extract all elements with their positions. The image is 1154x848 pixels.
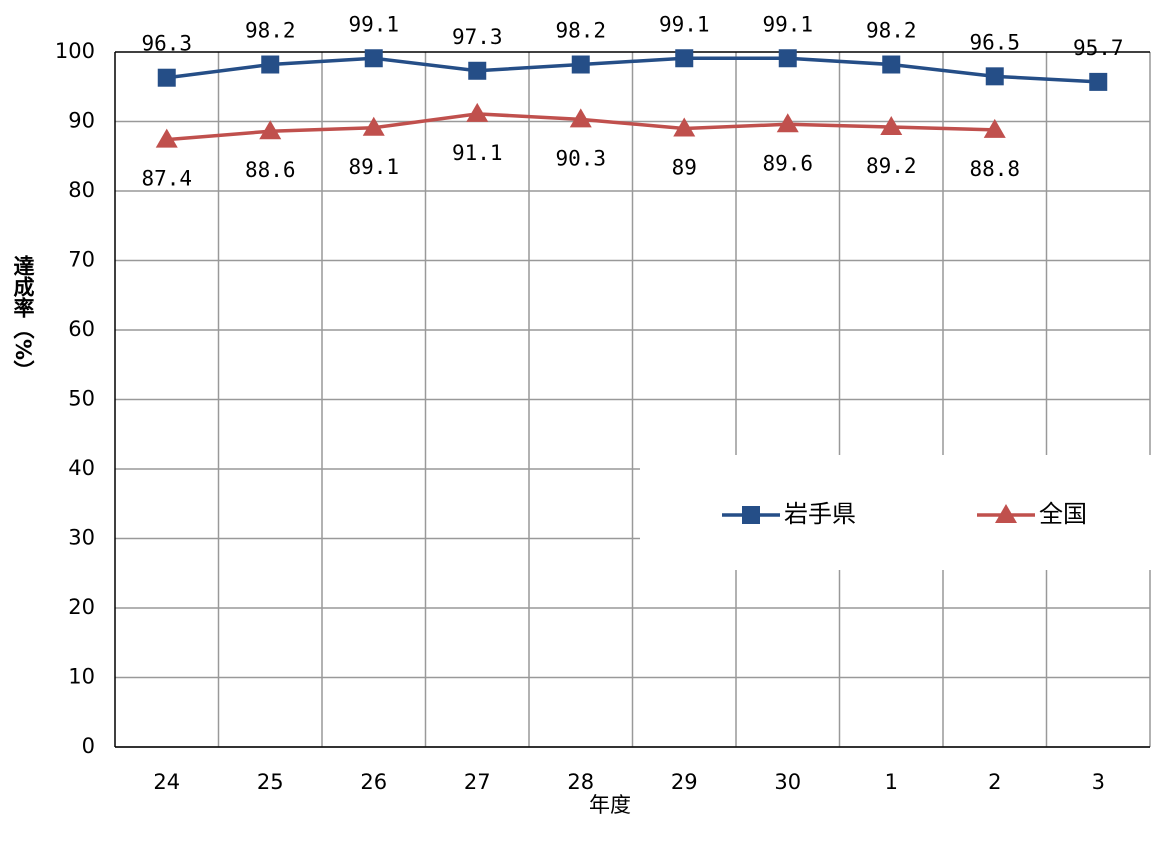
x-tick-label: 29 [671,770,698,794]
series-line [166,56,1099,84]
marker [882,55,901,74]
data-label: 88.8 [969,157,1020,181]
legend-box [640,455,1154,570]
data-label: 91.1 [452,141,503,165]
marker [466,102,489,122]
marker [742,506,760,524]
data-label: 89.2 [866,154,917,178]
data-label: 96.3 [141,32,192,56]
marker [155,128,178,148]
x-tick-label: 27 [464,770,491,794]
data-label: 99.1 [762,12,813,36]
data-label: 95.7 [1073,36,1124,60]
x-tick-label: 30 [774,770,801,794]
marker [569,108,592,128]
marker [362,116,385,136]
marker [778,49,797,68]
x-tick-label: 25 [257,770,284,794]
y-tick-label: 50 [68,387,95,411]
y-axis-label: 達成率（%） [11,254,35,381]
data-label: 87.4 [141,167,192,191]
data-label: 98.2 [555,19,606,43]
y-tick-label: 30 [68,526,95,550]
x-tick-label: 2 [988,770,1001,794]
data-label: 96.5 [969,30,1020,54]
y-tick-label: 70 [68,248,95,272]
x-tick-label: 1 [885,770,898,794]
data-label: 89.6 [762,151,813,175]
data-label: 99.1 [659,12,710,36]
data-label: 98.2 [866,19,917,43]
marker [364,49,383,68]
marker [776,113,799,133]
marker [673,117,696,137]
y-tick-label: 80 [68,178,95,202]
legend-label: 全国 [1039,500,1087,528]
data-label: 89 [672,155,697,179]
y-tick-label: 60 [68,317,95,341]
marker [1089,72,1108,91]
y-tick-label: 0 [82,734,95,758]
marker [259,120,282,140]
marker [675,49,694,68]
data-label: 88.6 [245,158,296,182]
x-tick-label: 26 [360,770,387,794]
y-tick-label: 90 [68,109,95,133]
marker [468,61,487,80]
x-tick-label: 3 [1092,770,1105,794]
marker [261,55,280,74]
marker [880,116,903,136]
data-label: 99.1 [348,12,399,36]
marker [995,504,1017,523]
data-label: 90.3 [555,146,606,170]
y-tick-label: 40 [68,456,95,480]
marker [983,118,1006,138]
y-tick-label: 100 [55,39,95,63]
marker [157,68,176,87]
y-tick-label: 10 [68,665,95,689]
x-axis-label: 年度 [589,793,631,817]
y-tick-label: 20 [68,595,95,619]
data-label: 89.1 [348,155,399,179]
marker [571,55,590,74]
legend-label: 岩手県 [784,500,856,528]
marker [985,67,1004,86]
x-tick-label: 28 [567,770,594,794]
x-tick-label: 24 [153,770,180,794]
data-label: 97.3 [452,25,503,49]
data-label: 98.2 [245,19,296,43]
